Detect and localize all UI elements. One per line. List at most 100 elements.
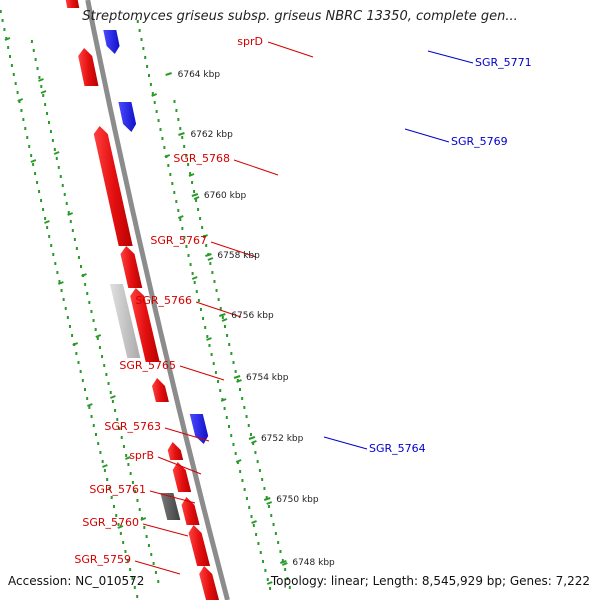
orf-dot	[3, 28, 6, 31]
orf-dot	[109, 391, 112, 394]
gene-label: SGR_5760	[82, 516, 139, 529]
orf-dot	[96, 337, 99, 340]
orf-dot	[155, 110, 158, 113]
gene-sprB	[172, 462, 192, 492]
orf-dot	[154, 571, 157, 574]
orf-dot	[12, 73, 15, 76]
orf-dot	[142, 47, 145, 50]
orf-dash	[81, 273, 87, 277]
orf-dot	[193, 190, 196, 193]
orf-dot	[34, 58, 37, 61]
orf-dot	[147, 544, 150, 547]
orf-dash	[140, 517, 147, 521]
orf-dot	[97, 442, 100, 445]
orf-dot	[267, 505, 270, 508]
orf-dot	[7, 46, 10, 49]
orf-dot	[122, 541, 125, 544]
orf-dot	[239, 470, 242, 473]
orf-dot	[75, 352, 78, 355]
orf-dot	[185, 245, 188, 248]
orf-dot	[18, 100, 21, 103]
orf-dot	[274, 532, 277, 535]
orf-dot	[197, 299, 200, 302]
orf-dot	[112, 505, 115, 508]
orf-dot	[92, 319, 95, 322]
orf-dot	[206, 335, 209, 338]
orf-dot	[181, 136, 184, 139]
orf-dash	[72, 342, 79, 346]
orf-dot	[161, 137, 164, 140]
genome-backbone	[85, 0, 230, 600]
backbone-line	[85, 0, 230, 600]
orf-dash	[53, 151, 60, 155]
orf-dot	[92, 424, 95, 427]
orf-dot	[181, 227, 184, 230]
orf-dot	[63, 193, 66, 196]
orf-dot	[277, 541, 280, 544]
orf-dot	[56, 271, 59, 274]
orf-dot	[81, 379, 84, 382]
orf-dot	[71, 334, 74, 337]
orf-dot	[187, 163, 190, 166]
orf-dot	[179, 218, 182, 221]
orf-dot	[177, 118, 180, 121]
orf-dot	[77, 256, 80, 259]
gene-label: SGR_5767	[150, 234, 207, 247]
orf-dash	[221, 318, 228, 322]
gene-label: SGR_5759	[74, 553, 131, 566]
orf-dot	[136, 595, 139, 598]
orf-dot	[270, 514, 273, 517]
orf-dash	[4, 37, 11, 41]
leader-line	[157, 456, 202, 475]
orf-dot	[90, 415, 93, 418]
orf-dot	[83, 388, 86, 391]
orf-dot	[266, 578, 269, 581]
orf-dot	[62, 298, 65, 301]
gene-label: SGR_5771	[475, 56, 532, 69]
orf-dot	[230, 434, 233, 437]
orf-dot	[44, 103, 47, 106]
orf-dot	[75, 247, 78, 250]
leader-line	[134, 560, 181, 575]
orf-dash	[95, 334, 102, 338]
orf-dot	[107, 382, 110, 385]
gene-SGR_5760	[188, 525, 211, 566]
orf-dot	[108, 487, 111, 490]
orf-dot	[191, 272, 194, 275]
orf-dash	[102, 464, 108, 468]
orf-dot	[117, 523, 120, 526]
orf-dash	[266, 581, 273, 585]
orf-dot	[136, 499, 139, 502]
orf-dot	[252, 442, 255, 445]
scale-track: 6748 kbp 6750 kbp 6752 kbp 6754 kbp 6756 kbp…	[165, 70, 335, 568]
orf-dash	[164, 154, 171, 158]
scale-tick	[248, 436, 256, 440]
orf-dot	[88, 406, 91, 409]
orf-dot	[243, 406, 246, 409]
orf-dot	[49, 130, 52, 133]
orf-dot	[197, 208, 200, 211]
orf-dot	[252, 524, 255, 527]
orf-dash	[266, 501, 273, 505]
scale-label: 6750 kbp	[276, 495, 319, 505]
orf-dash	[207, 257, 214, 261]
orf-dash	[236, 379, 242, 383]
orf-dash	[44, 220, 50, 224]
orf-dot	[42, 94, 45, 97]
orf-dash	[188, 173, 195, 177]
orf-dot	[262, 560, 265, 563]
gene-SGR_5765	[152, 378, 169, 402]
leader-line	[179, 365, 225, 381]
gene-SGR_5761	[181, 497, 200, 525]
orf-dot	[215, 289, 218, 292]
orf-dot	[261, 478, 264, 481]
leader-line	[233, 159, 279, 176]
orf-dot	[67, 211, 70, 214]
orf-dot	[217, 298, 220, 301]
orf-dot	[50, 244, 53, 247]
orf-dot	[71, 229, 74, 232]
leader-line	[323, 436, 368, 450]
orf-dot	[46, 226, 49, 229]
orf-dot	[211, 271, 214, 274]
orf-dot	[106, 478, 109, 481]
